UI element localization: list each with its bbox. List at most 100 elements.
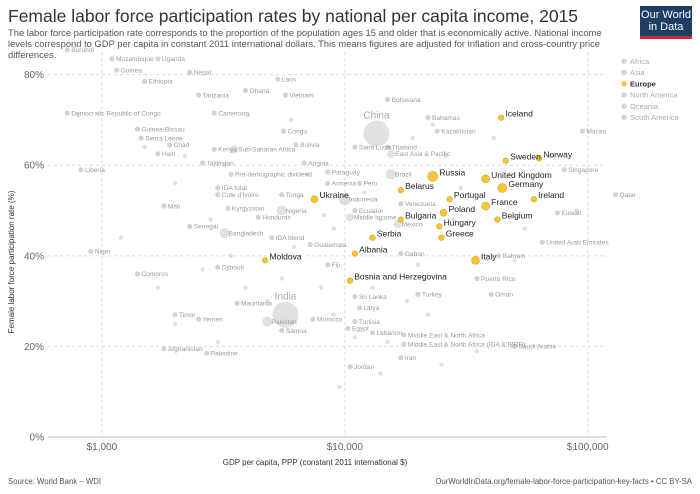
country-point xyxy=(385,96,391,103)
europe-point xyxy=(498,114,505,121)
country-label: Samoa xyxy=(286,328,307,335)
country-label: Oman xyxy=(495,292,513,299)
country-label: Tonga xyxy=(286,192,304,199)
europe-label: Bulgaria xyxy=(405,211,436,221)
country-point xyxy=(345,213,354,222)
country-point xyxy=(347,364,353,370)
country-point xyxy=(401,341,407,347)
legend-marker xyxy=(621,58,627,65)
country-point xyxy=(262,316,273,327)
country-point xyxy=(204,350,210,356)
country-point xyxy=(281,128,287,134)
europe-point xyxy=(310,195,319,204)
country-point xyxy=(219,228,230,239)
country-point xyxy=(142,78,148,85)
country-point xyxy=(474,275,480,282)
country-point xyxy=(64,110,70,116)
country-point xyxy=(356,180,363,186)
country-point xyxy=(64,47,70,53)
country-point xyxy=(134,271,140,277)
chart-title: Female labor force participation rates b… xyxy=(8,6,579,26)
europe-label: Albania xyxy=(359,245,388,255)
source-note: Source: World Bank – WDI xyxy=(8,477,102,486)
background-point xyxy=(304,172,310,177)
background-point xyxy=(337,384,342,390)
country-point xyxy=(276,205,287,216)
source-link[interactable]: OurWorldInData.org/female-labor-force-pa… xyxy=(435,477,692,486)
owid-logo[interactable]: Our World in Data xyxy=(640,6,692,39)
background-point xyxy=(245,113,251,118)
europe-label: Belarus xyxy=(405,181,434,191)
country-label: Djibouti xyxy=(222,264,245,271)
background-point xyxy=(222,163,227,168)
country-point xyxy=(352,144,358,150)
country-point xyxy=(279,327,285,334)
country-label: Tunisia xyxy=(359,319,380,326)
country-label: Indonesia xyxy=(349,197,378,204)
country-point xyxy=(434,128,440,134)
other-labels: Burundi Mozambique Uganda Guinea Nepal Laos Et… xyxy=(71,47,637,371)
country-label: Uganda xyxy=(162,56,185,63)
country-label: Botswana xyxy=(392,97,421,104)
country-point xyxy=(310,316,316,322)
background-point xyxy=(265,298,270,304)
country-label: Middle East & North Africa xyxy=(408,332,485,339)
y-tick-label: 20% xyxy=(24,342,44,353)
country-label: Egypt xyxy=(352,326,369,333)
background-point xyxy=(378,217,383,222)
y-tick-label: 40% xyxy=(24,251,44,262)
country-point xyxy=(114,67,120,73)
country-label: Sierra Leone xyxy=(145,135,183,142)
country-label: Haiti xyxy=(162,151,176,158)
europe-label: United Kingdom xyxy=(491,170,551,180)
legend-marker xyxy=(621,81,627,87)
europe-points xyxy=(262,114,543,284)
country-point xyxy=(269,235,275,241)
country-point xyxy=(398,201,404,207)
background-point xyxy=(76,113,81,118)
europe-label: Poland xyxy=(449,204,476,214)
legend-item: Asia xyxy=(630,68,645,77)
country-label: Comoros xyxy=(141,271,168,278)
country-label: Sub-Saharan Africa xyxy=(238,147,296,154)
country-point xyxy=(356,305,363,311)
background-point xyxy=(522,226,527,231)
europe-label: Hungary xyxy=(444,217,477,227)
country-label: Thailand xyxy=(392,144,418,151)
country-label: Saudi Arabia xyxy=(519,344,557,351)
country-label: Palestine xyxy=(211,351,238,358)
europe-label: Greece xyxy=(446,229,474,239)
y-tick-label: 0% xyxy=(30,433,45,444)
country-label: Chad xyxy=(174,142,190,149)
country-point xyxy=(425,115,431,121)
country-point xyxy=(488,291,494,297)
country-label: Turkey xyxy=(422,292,443,299)
country-label: Macao xyxy=(586,129,606,136)
country-label: Honduras xyxy=(262,215,291,222)
europe-point xyxy=(369,234,376,241)
country-label: Ecuador xyxy=(359,208,384,215)
europe-label: Germany xyxy=(508,179,544,189)
background-point xyxy=(404,298,410,304)
country-label: Ghana xyxy=(249,88,269,95)
country-point xyxy=(187,69,193,75)
europe-point xyxy=(494,216,501,223)
background-point xyxy=(243,285,248,290)
background-point xyxy=(228,253,234,259)
country-point xyxy=(307,241,313,248)
country-label: Mauritania xyxy=(241,301,272,308)
logo-accent-bar xyxy=(640,36,692,39)
background-point xyxy=(370,285,375,290)
country-point xyxy=(363,120,390,147)
background-point xyxy=(288,117,294,123)
country-point xyxy=(369,330,376,336)
europe-label: Bosnia and Herzegovina xyxy=(354,272,447,282)
europe-label: Iceland xyxy=(505,109,533,119)
background-point xyxy=(574,208,579,213)
country-label: Mozambique xyxy=(116,56,154,63)
country-label: Kyrgyzstan xyxy=(232,206,265,213)
background-point xyxy=(182,153,188,159)
country-point xyxy=(282,92,289,98)
country-point xyxy=(415,291,421,297)
y-tick-label: 80% xyxy=(24,70,44,81)
